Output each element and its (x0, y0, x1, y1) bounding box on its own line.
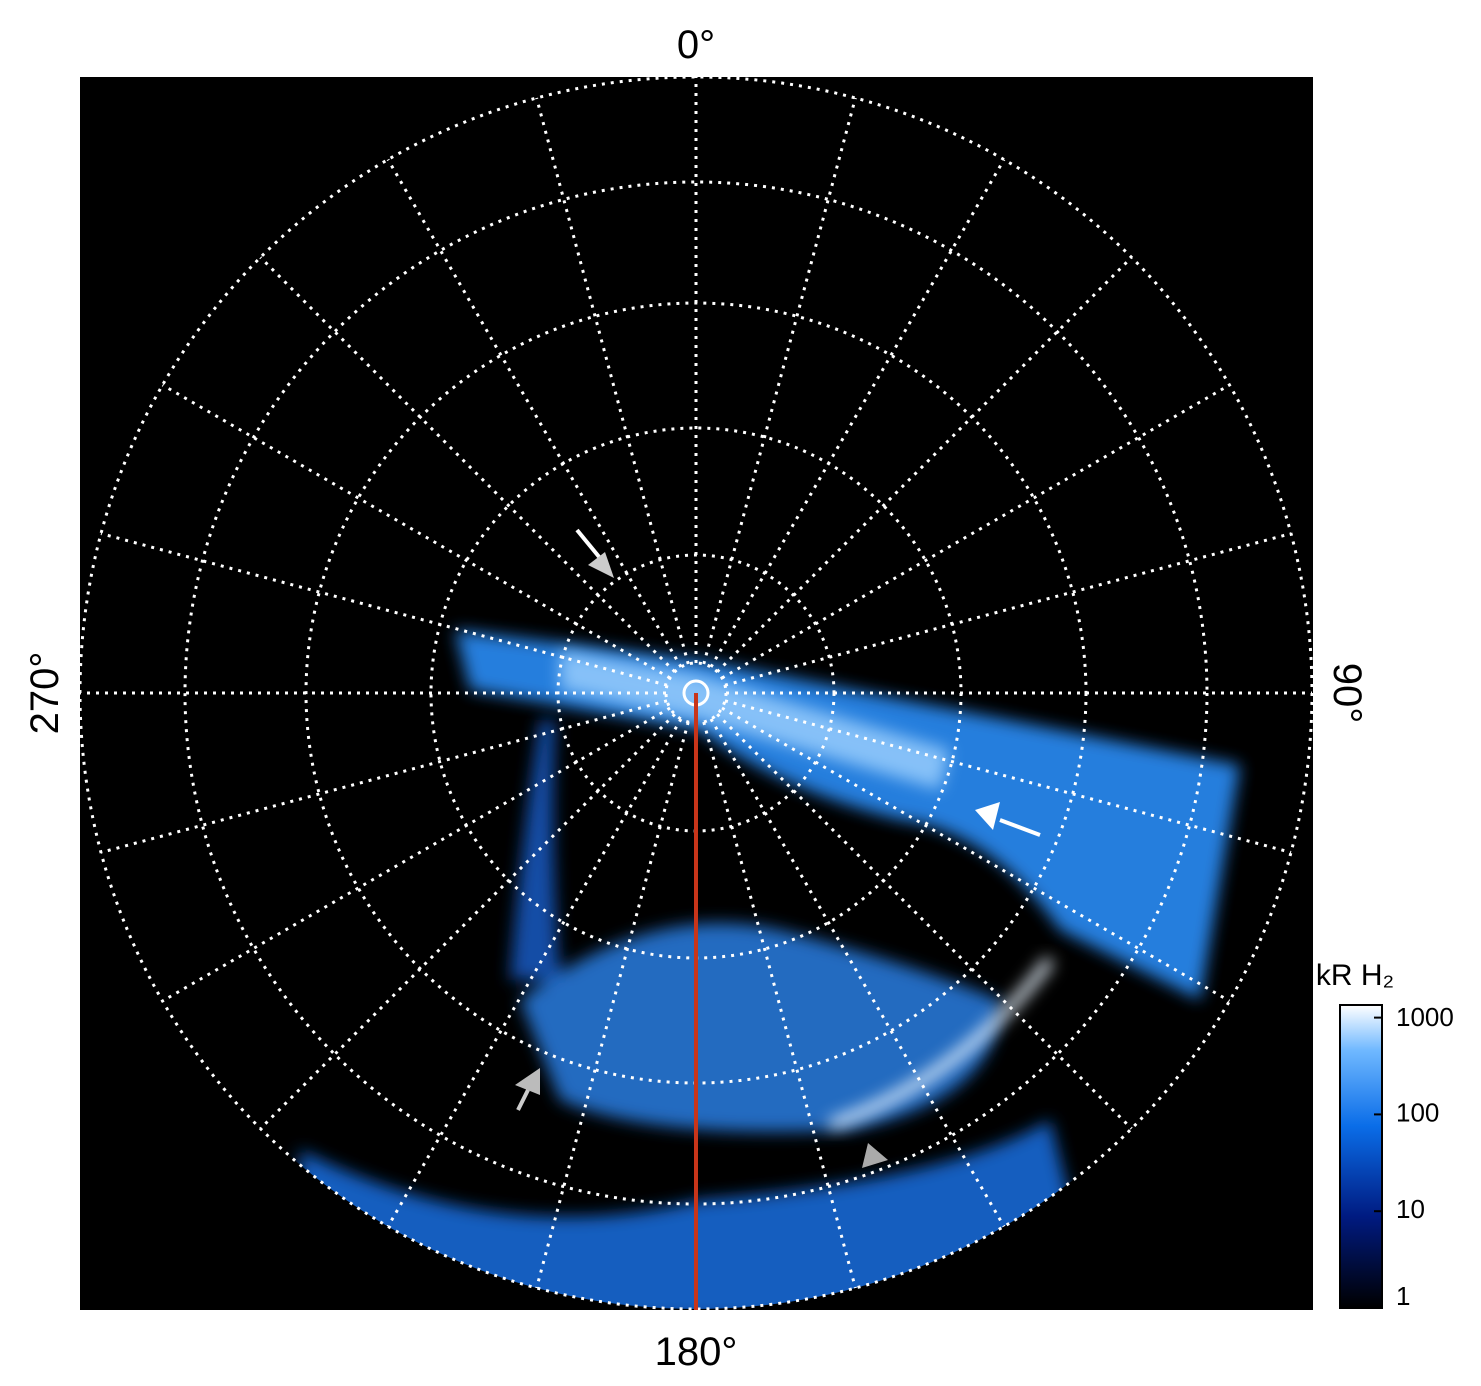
radial-grid-line (702, 721, 857, 1289)
colorbar (1339, 1004, 1383, 1309)
radial-grid-line (535, 721, 690, 1289)
radial-grid-line (386, 718, 683, 1228)
radial-grid-line (716, 713, 1133, 1130)
radial-grid-line (100, 532, 668, 687)
radial-grid-line (100, 699, 668, 854)
radial-grid-line (259, 713, 676, 1130)
radial-grid-line (161, 383, 671, 680)
radial-grid-line (721, 383, 1231, 680)
radial-grid-line (161, 706, 671, 1003)
colorbar-tick-label: 1 (1396, 1281, 1410, 1311)
arrows (515, 528, 1041, 1168)
label-right: 90° (1325, 663, 1369, 724)
colorbar-tick-label: 100 (1396, 1097, 1439, 1127)
radial-grid-line (702, 97, 857, 665)
label-left: 270° (23, 652, 67, 735)
radial-grid-line (259, 256, 676, 673)
radial-grid-line (724, 699, 1292, 854)
radial-grid-line (709, 158, 1006, 668)
colorbar-label: kR H₂ (1316, 959, 1394, 992)
label-bottom: 180° (655, 1330, 738, 1374)
radial-grid-line (724, 532, 1292, 687)
colorbar-tick-label: 10 (1396, 1194, 1425, 1224)
radial-grid-line (716, 256, 1133, 673)
radial-grid-line (386, 158, 683, 668)
radial-grid-line (721, 706, 1231, 1003)
radial-grid-line (709, 718, 1006, 1228)
radial-grid-line (535, 97, 690, 665)
label-top: 0° (677, 23, 715, 67)
colorbar-tick-label: 1000 (1396, 1002, 1454, 1032)
